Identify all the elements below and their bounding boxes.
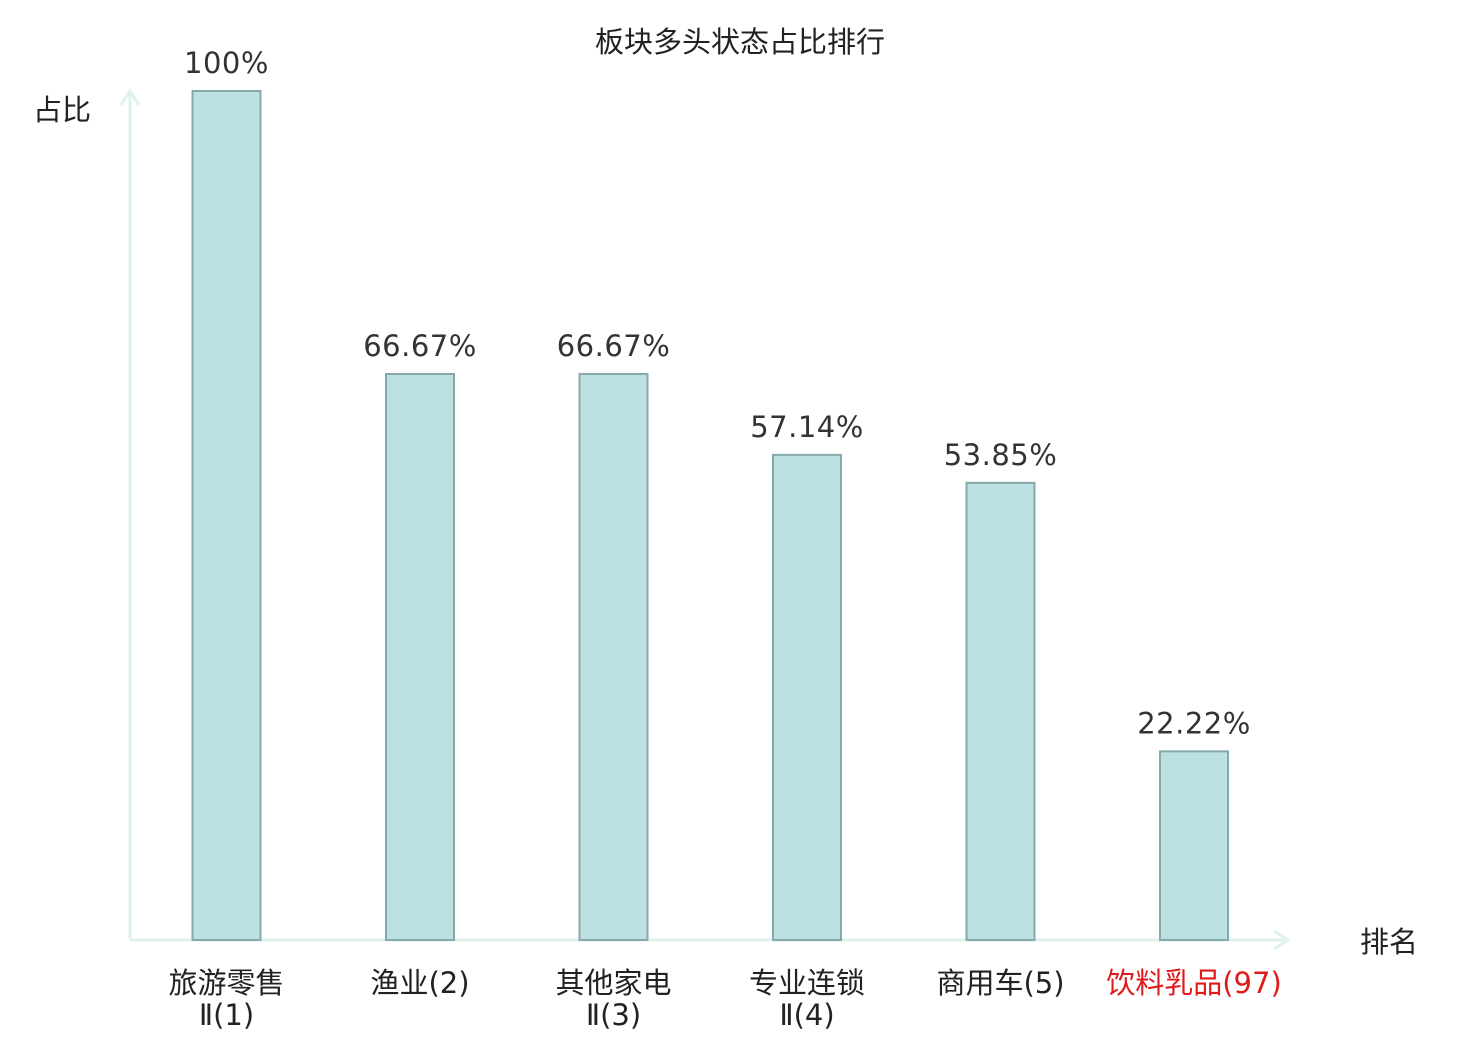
value-label-6: 22.22%: [1137, 706, 1251, 740]
y-axis-arrow: [119, 88, 141, 106]
value-label-4: 57.14%: [750, 410, 864, 444]
value-label-2: 66.67%: [363, 329, 477, 363]
x-axis-label: 排名: [1360, 925, 1418, 959]
category-label-3: 其他家电 Ⅱ(3): [555, 966, 671, 1032]
value-labels-group: 100% 66.67% 66.67% 57.14% 53.85% 22.22%: [184, 46, 1251, 740]
category-label-4: 专业连锁 Ⅱ(4): [749, 966, 865, 1032]
bars-group: [191, 90, 1229, 942]
value-label-5: 53.85%: [944, 438, 1058, 472]
bar-3: [578, 372, 649, 942]
category-label-5: 商用车(5): [936, 966, 1064, 1000]
value-label-3: 66.67%: [557, 329, 671, 363]
bar-5: [965, 481, 1036, 941]
bar-1: [191, 90, 262, 941]
category-label-6: 饮料乳品(97): [1106, 966, 1282, 1000]
chart-title: 板块多头状态占比排行: [595, 25, 885, 59]
category-label-2: 渔业(2): [370, 966, 469, 1000]
category-labels-group: 旅游零售 Ⅱ(1) 渔业(2) 其他家电 Ⅱ(3) 专业连锁 Ⅱ(4) 商用车(5) 饮料乳品(…: [168, 966, 1281, 1032]
category-label-1: 旅游零售 Ⅱ(1): [168, 966, 284, 1032]
bar-4: [772, 453, 842, 941]
value-label-1: 100%: [184, 46, 269, 80]
x-axis-arrow: [1273, 929, 1291, 951]
y-axis-label: 占比: [33, 93, 91, 127]
bar-6: [1159, 750, 1229, 941]
bar-2: [385, 372, 455, 942]
